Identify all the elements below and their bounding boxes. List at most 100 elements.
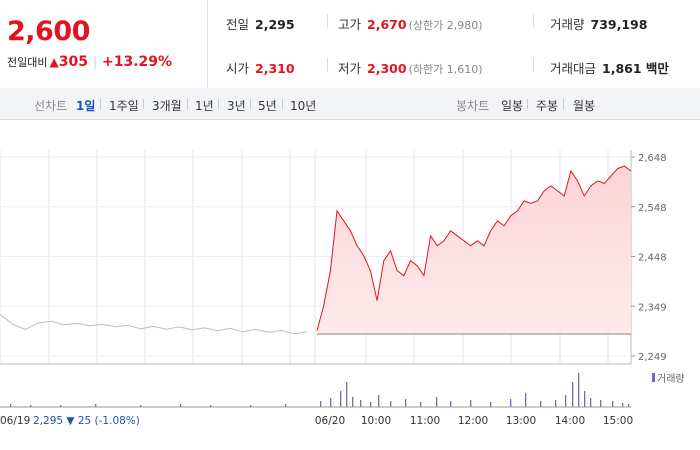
tab-10year[interactable]: 10년 xyxy=(290,99,317,113)
change-label: 전일대비 xyxy=(7,56,48,69)
volume-bar xyxy=(330,398,332,407)
tab-monthly-candle[interactable]: 월봉 xyxy=(573,99,596,113)
volume-value: 739,198 xyxy=(590,17,648,32)
volume-bar xyxy=(450,401,452,407)
x-tick-label: 12:00 xyxy=(458,415,488,427)
amount-stat: 거래대금 1,861 백만 xyxy=(550,58,669,77)
volume-bar xyxy=(95,404,97,407)
prev-close-value: 2,295 xyxy=(255,17,295,32)
volume-bar xyxy=(378,395,380,407)
y-tick-label: 2,349 xyxy=(638,302,667,313)
low-stat: 저가 2,300 (하한가 1,610) xyxy=(338,58,483,77)
volume-bar xyxy=(140,405,142,407)
high-stat: 고가 2,670 (상한가 2,980) xyxy=(338,14,483,33)
volume-bar xyxy=(590,398,592,407)
divider xyxy=(327,58,328,72)
prev-close-stat: 전일 2,295 xyxy=(226,14,295,33)
volume-bar xyxy=(572,382,574,407)
high-label: 고가 xyxy=(338,17,362,32)
tab-weekly-candle[interactable]: 주봉 xyxy=(536,99,559,113)
volume-bar xyxy=(540,401,542,407)
volume-bar xyxy=(622,403,624,407)
prev-day-change: 25 xyxy=(78,415,91,427)
change-percent: +13.29% xyxy=(102,54,173,70)
high-value: 2,670 xyxy=(367,17,407,32)
volume-bar xyxy=(370,402,372,407)
intraday-chart: 2,648 2,548 2,448 2,349 2,249 거래량 06/19 06/20… xyxy=(0,150,685,427)
divider xyxy=(187,99,188,109)
divider xyxy=(327,14,328,28)
current-price: 2,600 xyxy=(7,16,90,47)
open-stat: 시가 2,310 xyxy=(226,58,295,77)
volume-bar xyxy=(436,397,438,407)
volume-bar xyxy=(10,404,12,407)
upper-limit: (상한가 2,980) xyxy=(408,19,483,32)
tab-3year[interactable]: 3년 xyxy=(227,99,246,113)
divider xyxy=(533,14,534,28)
down-arrow-icon: ▼ xyxy=(66,415,75,427)
low-label: 저가 xyxy=(338,61,362,76)
change-row: 전일대비 ▲305 | +13.29% xyxy=(7,54,172,70)
price-box: 2,600 전일대비 ▲305 | +13.29% xyxy=(0,0,208,88)
x-tick-label: 11:00 xyxy=(410,415,440,427)
volume-bar xyxy=(525,393,527,407)
tab-1week[interactable]: 1주일 xyxy=(109,99,139,113)
open-value: 2,310 xyxy=(255,61,295,76)
amount-value: 1,861 백만 xyxy=(602,61,669,76)
tab-1day[interactable]: 1일 xyxy=(76,99,96,113)
tab-daily-candle[interactable]: 일봉 xyxy=(501,99,524,113)
prev-day-price-line xyxy=(0,314,308,335)
volume-stat: 거래량 739,198 xyxy=(550,14,647,33)
volume-bar xyxy=(390,401,392,407)
volume-bar xyxy=(510,399,512,407)
volume-bar xyxy=(628,404,630,407)
volume-bar xyxy=(352,397,354,407)
change-value: 305 xyxy=(58,54,88,70)
prev-close-label: 전일 xyxy=(226,17,250,32)
open-label: 시가 xyxy=(226,61,250,76)
volume-bars xyxy=(10,373,630,407)
volume-bar xyxy=(30,405,32,407)
legend-swatch xyxy=(652,373,655,382)
tab-5year[interactable]: 5년 xyxy=(258,99,277,113)
x-tick-label: 10:00 xyxy=(361,415,391,427)
divider xyxy=(533,58,534,72)
lower-limit: (하한가 1,610) xyxy=(408,63,483,76)
volume-bar xyxy=(612,401,614,407)
divider: | xyxy=(92,55,97,69)
volume-bar xyxy=(420,402,422,407)
volume-bar xyxy=(600,400,602,407)
x-tick-label: 15:00 xyxy=(603,415,633,427)
amount-label: 거래대금 xyxy=(550,61,597,76)
tab-3month[interactable]: 3개월 xyxy=(152,99,182,113)
volume-bar xyxy=(250,405,252,407)
today-price-line xyxy=(316,165,632,331)
quote-summary: 2,600 전일대비 ▲305 | +13.29% 전일 2,295 고가 2,670 (상… xyxy=(0,0,700,89)
volume-bar xyxy=(320,401,322,407)
volume-bar xyxy=(180,404,182,407)
volume-bar xyxy=(584,391,586,407)
y-axis-labels: 2,648 2,548 2,448 2,349 2,249 xyxy=(638,153,667,363)
tab-1year[interactable]: 1년 xyxy=(195,99,214,113)
volume-bar xyxy=(340,391,342,407)
volume-legend-label: 거래량 xyxy=(657,373,685,385)
volume-bar xyxy=(555,400,557,407)
low-value: 2,300 xyxy=(367,61,407,76)
price-area-fill xyxy=(317,166,631,335)
y-tick-label: 2,448 xyxy=(638,253,667,264)
x-tick-label: 06/19 xyxy=(0,415,30,427)
divider xyxy=(218,99,219,109)
divider xyxy=(527,99,528,109)
divider xyxy=(250,99,251,109)
volume-bar xyxy=(210,405,212,407)
volume-bar xyxy=(285,404,287,407)
volume-bar xyxy=(490,402,492,407)
y-tick-label: 2,249 xyxy=(638,352,667,363)
volume-bar xyxy=(470,400,472,407)
y-tick-label: 2,648 xyxy=(638,153,667,164)
y-tick-label: 2,548 xyxy=(638,203,667,214)
volume-bar xyxy=(60,405,62,407)
prev-day-percent: (-1.08%) xyxy=(95,415,140,427)
line-chart-label: 선차트 xyxy=(34,99,68,113)
volume-bar xyxy=(578,373,580,407)
